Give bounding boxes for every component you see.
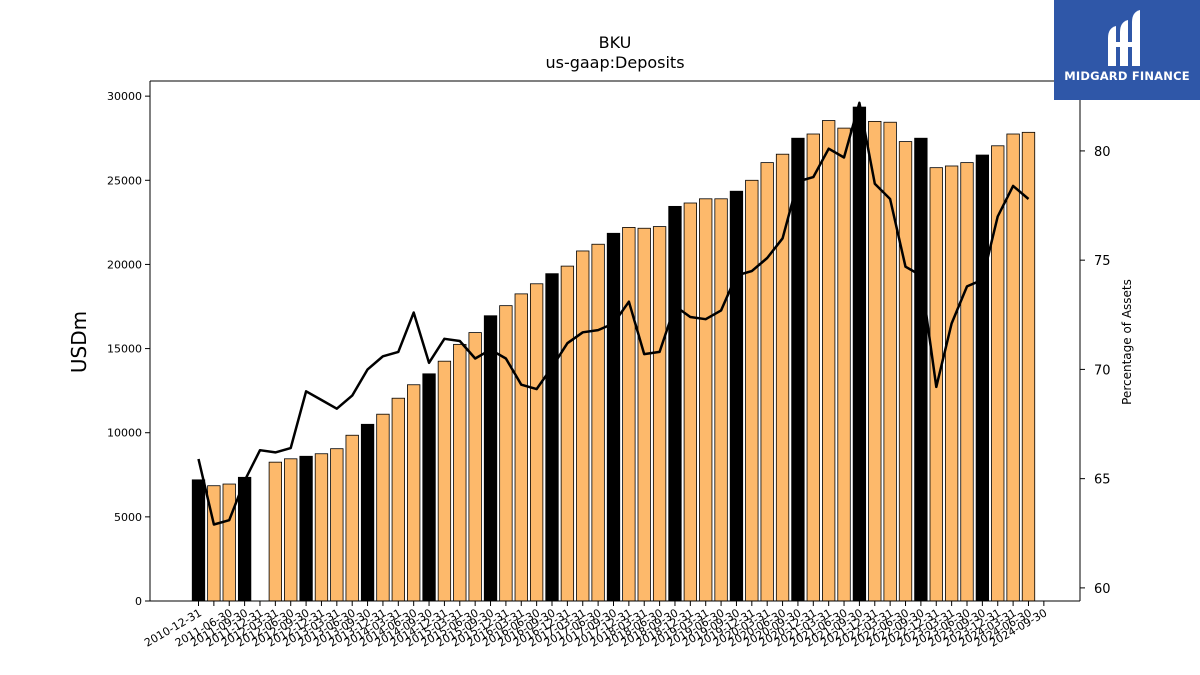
bar [622,227,636,602]
logo-text: MIDGARD FINANCE [1064,69,1190,83]
bar [668,205,682,602]
y-tick-label: 25000 [107,174,142,187]
bar [468,332,482,602]
bar [637,227,651,602]
bar [944,165,959,602]
bar [652,226,667,602]
bar [376,413,390,602]
bar [360,423,375,602]
bar [422,373,436,602]
bar [699,198,713,602]
bar [714,198,728,602]
bar [391,397,405,602]
bar [683,202,697,602]
y2-tick-label: 80 [1094,145,1111,160]
bar [760,162,774,602]
bar [237,476,252,602]
bar [729,190,744,602]
chart-subtitle: us-gaap:Deposits [545,53,684,72]
y2-tick-label: 60 [1094,582,1111,597]
bar [529,283,544,602]
bar [791,137,805,602]
logo-mark-icon [1108,10,1140,66]
bar [191,479,206,602]
chart-title: BKU [599,33,632,52]
bar [1021,131,1036,602]
y-tick-label: 20000 [107,258,142,271]
bar [745,179,759,602]
y2-tick-label: 75 [1094,254,1111,269]
plot-area: 0 5000 10000 15000 20000 25000 30000 60 65 70 75 80… [107,80,1111,650]
bar [560,265,575,602]
y2-tick-label: 70 [1094,363,1111,378]
bar [299,455,313,602]
bar [222,483,236,602]
y-tick-label: 30000 [107,90,142,103]
bar [898,141,913,602]
y-axis-label: USDm [67,311,91,373]
bar [499,305,513,602]
bar [868,120,882,602]
y-tick-label: 0 [135,595,142,608]
bar [453,343,467,602]
brand-logo: MIDGARD FINANCE [1054,0,1200,100]
bar [284,458,298,602]
bar [591,243,605,602]
bar [576,250,590,602]
bar [545,273,559,602]
bar [852,106,867,602]
bar [268,461,283,602]
bar [806,133,820,602]
bar [975,154,990,602]
y2-axis-label: Percentage of Assets [1120,279,1134,405]
bar [407,384,421,602]
bar [822,120,836,602]
y-tick-label: 15000 [107,343,142,356]
bar [1006,133,1020,602]
y-tick-label: 5000 [114,511,142,524]
bar [960,162,974,602]
bar [314,453,329,602]
bar [606,232,621,602]
bar [345,434,359,602]
y-tick-label: 10000 [107,427,142,440]
percentage-line [197,101,1030,526]
bar [483,315,498,602]
bar [837,127,851,602]
y2-tick-label: 65 [1094,473,1111,488]
bar [914,137,928,602]
bar [514,293,528,602]
bar [330,448,344,602]
bar [437,360,452,602]
